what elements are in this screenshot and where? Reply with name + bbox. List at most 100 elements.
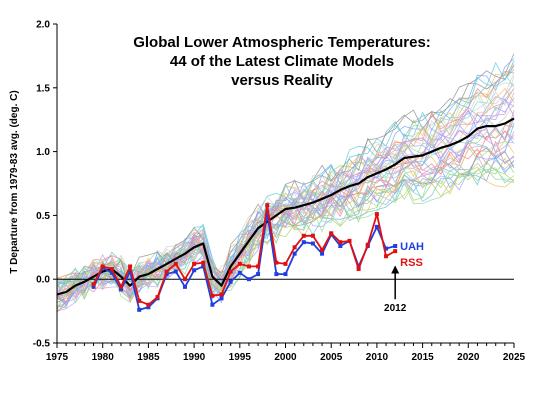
y-tick-label: 0.5: [36, 211, 50, 222]
y-tick-label: -0.5: [33, 339, 51, 350]
data-point-rss: [118, 284, 123, 289]
data-point-uah: [91, 284, 96, 289]
data-point-rss: [365, 242, 370, 247]
model-run-line: [56, 162, 515, 310]
data-point-rss: [237, 261, 242, 266]
data-point-rss: [320, 247, 325, 252]
data-point-uah: [246, 277, 251, 282]
x-tick-label: 2000: [274, 352, 297, 363]
data-point-uah: [210, 302, 215, 307]
data-point-uah: [310, 241, 315, 246]
data-point-uah: [137, 307, 142, 312]
model-run-line: [56, 88, 515, 304]
data-point-rss: [256, 264, 261, 269]
data-point-uah: [228, 279, 233, 284]
x-tick-label: 2005: [320, 352, 343, 363]
data-point-uah: [146, 305, 151, 310]
x-tick-label: 2015: [411, 352, 434, 363]
data-point-uah: [201, 264, 206, 269]
series-line-rss: [92, 204, 396, 306]
data-point-uah: [301, 240, 306, 245]
data-point-uah: [320, 251, 325, 256]
data-point-uah: [192, 268, 197, 273]
data-point-uah: [374, 224, 379, 229]
axes: -0.5 0.0 0.5 1.0 1.5 2.0 1975 1980 1985 1990 1995 2…: [33, 20, 526, 364]
data-point-uah: [237, 270, 242, 275]
data-point-rss: [109, 266, 114, 271]
data-point-rss: [374, 212, 379, 217]
data-point-rss: [91, 282, 96, 287]
data-point-uah: [109, 270, 114, 275]
chart-title-line-2: 44 of the Latest Climate Models: [170, 53, 394, 70]
data-point-rss: [164, 269, 169, 274]
series-group: [56, 117, 515, 312]
annotation-arrow-head: [391, 265, 400, 274]
data-point-rss: [393, 249, 398, 254]
data-point-rss: [219, 292, 224, 297]
data-point-rss: [384, 254, 389, 259]
data-point-uah: [265, 210, 270, 215]
data-point-uah: [128, 269, 133, 274]
model-run-line: [56, 58, 515, 307]
y-axis-title: T Departure from 1979-83 avg. (deg. C): [9, 90, 20, 273]
data-point-rss: [310, 233, 315, 238]
x-tick-label: 2010: [366, 352, 389, 363]
model-run-line: [56, 68, 515, 295]
data-point-uah: [393, 244, 398, 249]
data-point-uah: [283, 272, 288, 277]
data-point-uah: [338, 244, 343, 249]
data-point-uah: [384, 246, 389, 251]
data-point-uah: [219, 296, 224, 301]
chart-title-line-3: versus Reality: [231, 72, 333, 89]
data-point-uah: [292, 251, 297, 256]
x-tick-label: 1995: [229, 352, 252, 363]
data-point-rss: [182, 277, 187, 282]
data-point-rss: [283, 261, 288, 266]
data-point-rss: [173, 261, 178, 266]
data-point-rss: [137, 298, 142, 303]
data-point-rss: [347, 238, 352, 243]
y-tick-label: 1.0: [36, 147, 50, 158]
data-point-rss: [146, 302, 151, 307]
model-run-line: [56, 169, 515, 308]
data-point-rss: [265, 203, 270, 208]
x-tick-label: 1985: [137, 352, 160, 363]
y-tick-label: 2.0: [36, 20, 50, 31]
series-label-rss: RSS: [400, 257, 423, 269]
x-tick-label: 1990: [183, 352, 206, 363]
annotation-2012-label: 2012: [384, 303, 407, 314]
labels-group: UAH RSS 2012: [384, 241, 424, 314]
data-point-uah: [173, 269, 178, 274]
data-point-rss: [155, 295, 160, 300]
data-point-rss: [329, 231, 334, 236]
data-point-rss: [192, 261, 197, 266]
data-point-uah: [118, 287, 123, 292]
y-tick-label: 0.0: [36, 275, 50, 286]
x-tick-label: 2025: [503, 352, 526, 363]
data-point-rss: [100, 264, 105, 269]
model-run-line: [56, 82, 515, 298]
data-point-rss: [246, 264, 251, 269]
data-point-rss: [228, 269, 233, 274]
data-point-rss: [301, 233, 306, 238]
series-line-uah: [92, 211, 396, 311]
data-point-rss: [128, 264, 133, 269]
data-point-uah: [256, 272, 261, 277]
data-point-rss: [292, 245, 297, 250]
data-point-rss: [338, 240, 343, 245]
x-tick-label: 1980: [92, 352, 115, 363]
series-label-uah: UAH: [400, 241, 424, 253]
data-point-rss: [201, 260, 206, 265]
y-tick-label: 1.5: [36, 83, 50, 94]
x-tick-label: 1975: [46, 352, 69, 363]
data-point-rss: [274, 260, 279, 265]
data-point-rss: [210, 293, 215, 298]
data-point-uah: [274, 272, 279, 277]
data-point-uah: [182, 284, 187, 289]
data-point-rss: [356, 266, 361, 271]
chart-title-line-1: Global Lower Atmospheric Temperatures:: [133, 34, 431, 51]
x-tick-label: 2020: [457, 352, 480, 363]
